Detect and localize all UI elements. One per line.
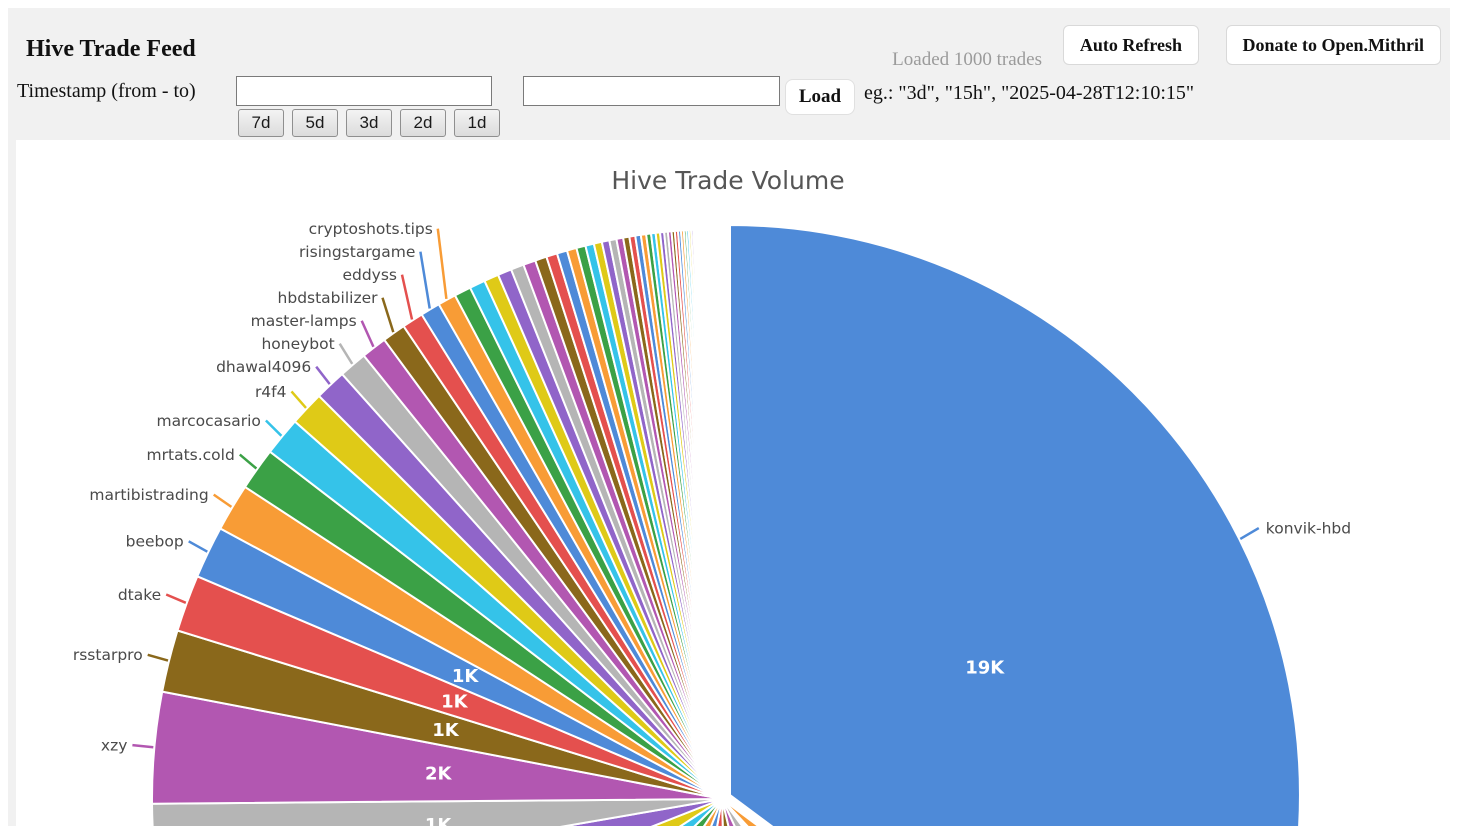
auto-refresh-button[interactable]: Auto Refresh (1062, 25, 1199, 65)
slice-value-label: 19K (965, 658, 1005, 679)
timestamp-hint: eg.: "3d", "15h", "2025-04-28T12:10:15" (864, 82, 1195, 104)
slice-name-label-xzy: xzy (101, 737, 127, 755)
slice-name-label-marcocasario: marcocasario (157, 412, 261, 430)
pie-slice-unlabeled-7[interactable] (721, 798, 962, 826)
quick-range-1d-button[interactable]: 1d (454, 109, 500, 137)
slice-name-label-rsstarpro: rsstarpro (73, 646, 143, 664)
chart-title: Hive Trade Volume (611, 166, 844, 195)
slice-value-label: 1K (452, 666, 480, 687)
slice-name-label-eddyss: eddyss (342, 266, 397, 284)
pie-slice-unlabeled-8[interactable] (721, 798, 852, 826)
timestamp-to-input[interactable] (523, 76, 780, 106)
slice-name-label-mrtats.cold: mrtats.cold (147, 446, 235, 464)
quick-range-3d-button[interactable]: 3d (346, 109, 392, 137)
label-leader-line (265, 419, 283, 437)
quick-range-5d-button[interactable]: 5d (292, 109, 338, 137)
slice-value-label: 2K (425, 764, 453, 785)
pie-slice-unlabeled-1[interactable] (721, 798, 1179, 826)
label-leader-line (212, 493, 233, 508)
quick-range-row: 7d 5d 3d 2d 1d (238, 109, 500, 137)
label-leader-line (338, 343, 354, 365)
label-leader-line (165, 593, 187, 604)
quick-range-2d-button[interactable]: 2d (400, 109, 446, 137)
slice-name-label-martibistrading: martibistrading (89, 486, 208, 504)
quick-range-7d-button[interactable]: 7d (238, 109, 284, 137)
label-leader-line (419, 251, 431, 309)
slice-name-label-hbdstabilizer: hbdstabilizer (278, 289, 379, 307)
slice-name-label-cryptoshots.tips: cryptoshots.tips (309, 220, 433, 238)
label-leader-line (1239, 527, 1260, 540)
label-leader-line (360, 320, 375, 348)
load-button[interactable]: Load (785, 79, 855, 115)
slice-name-label-r4f4: r4f4 (255, 383, 287, 401)
label-leader-line (132, 743, 154, 749)
slice-name-label-beebop: beebop (126, 533, 184, 551)
pie-chart: Hive Trade Volume 19K2K2K2K2K2K2K2K2K2K2… (73, 166, 1351, 826)
slice-name-label-honeybot: honeybot (261, 335, 334, 353)
slice-name-label-dtake: dtake (118, 586, 161, 604)
label-leader-line (290, 390, 307, 409)
chart-card: Hive Trade Volume 19K2K2K2K2K2K2K2K2K2K2… (16, 140, 1450, 826)
slice-name-label-master-lamps: master-lamps (251, 312, 357, 330)
slice-name-label-dhawal4096: dhawal4096 (216, 358, 311, 376)
label-leader-line (381, 297, 395, 333)
header: Hive Trade Feed Loaded 1000 trades Auto … (8, 8, 1450, 140)
label-leader-line (147, 653, 169, 662)
timestamp-from-input[interactable] (236, 76, 492, 106)
timestamp-label: Timestamp (from - to) (17, 80, 196, 102)
donate-button[interactable]: Donate to Open.Mithril (1225, 25, 1441, 65)
pie-slice-unlabeled-6[interactable] (721, 798, 1062, 826)
slice-value-label: 1K (441, 691, 469, 712)
label-leader-line (238, 453, 258, 470)
slice-value-label: 1K (432, 720, 460, 741)
slice-value-label: 1K (425, 815, 453, 826)
slice-name-label-konvik-hbd: konvik-hbd (1266, 520, 1351, 538)
page-title: Hive Trade Feed (26, 36, 196, 62)
status-text: Loaded 1000 trades (892, 49, 1042, 70)
label-leader-line (436, 228, 448, 300)
label-leader-line (188, 540, 208, 553)
pie-slice-konvik-hbd[interactable] (729, 224, 1301, 826)
label-leader-line (315, 365, 331, 385)
label-leader-line (400, 274, 414, 320)
slice-name-label-risingstargame: risingstargame (299, 243, 415, 261)
